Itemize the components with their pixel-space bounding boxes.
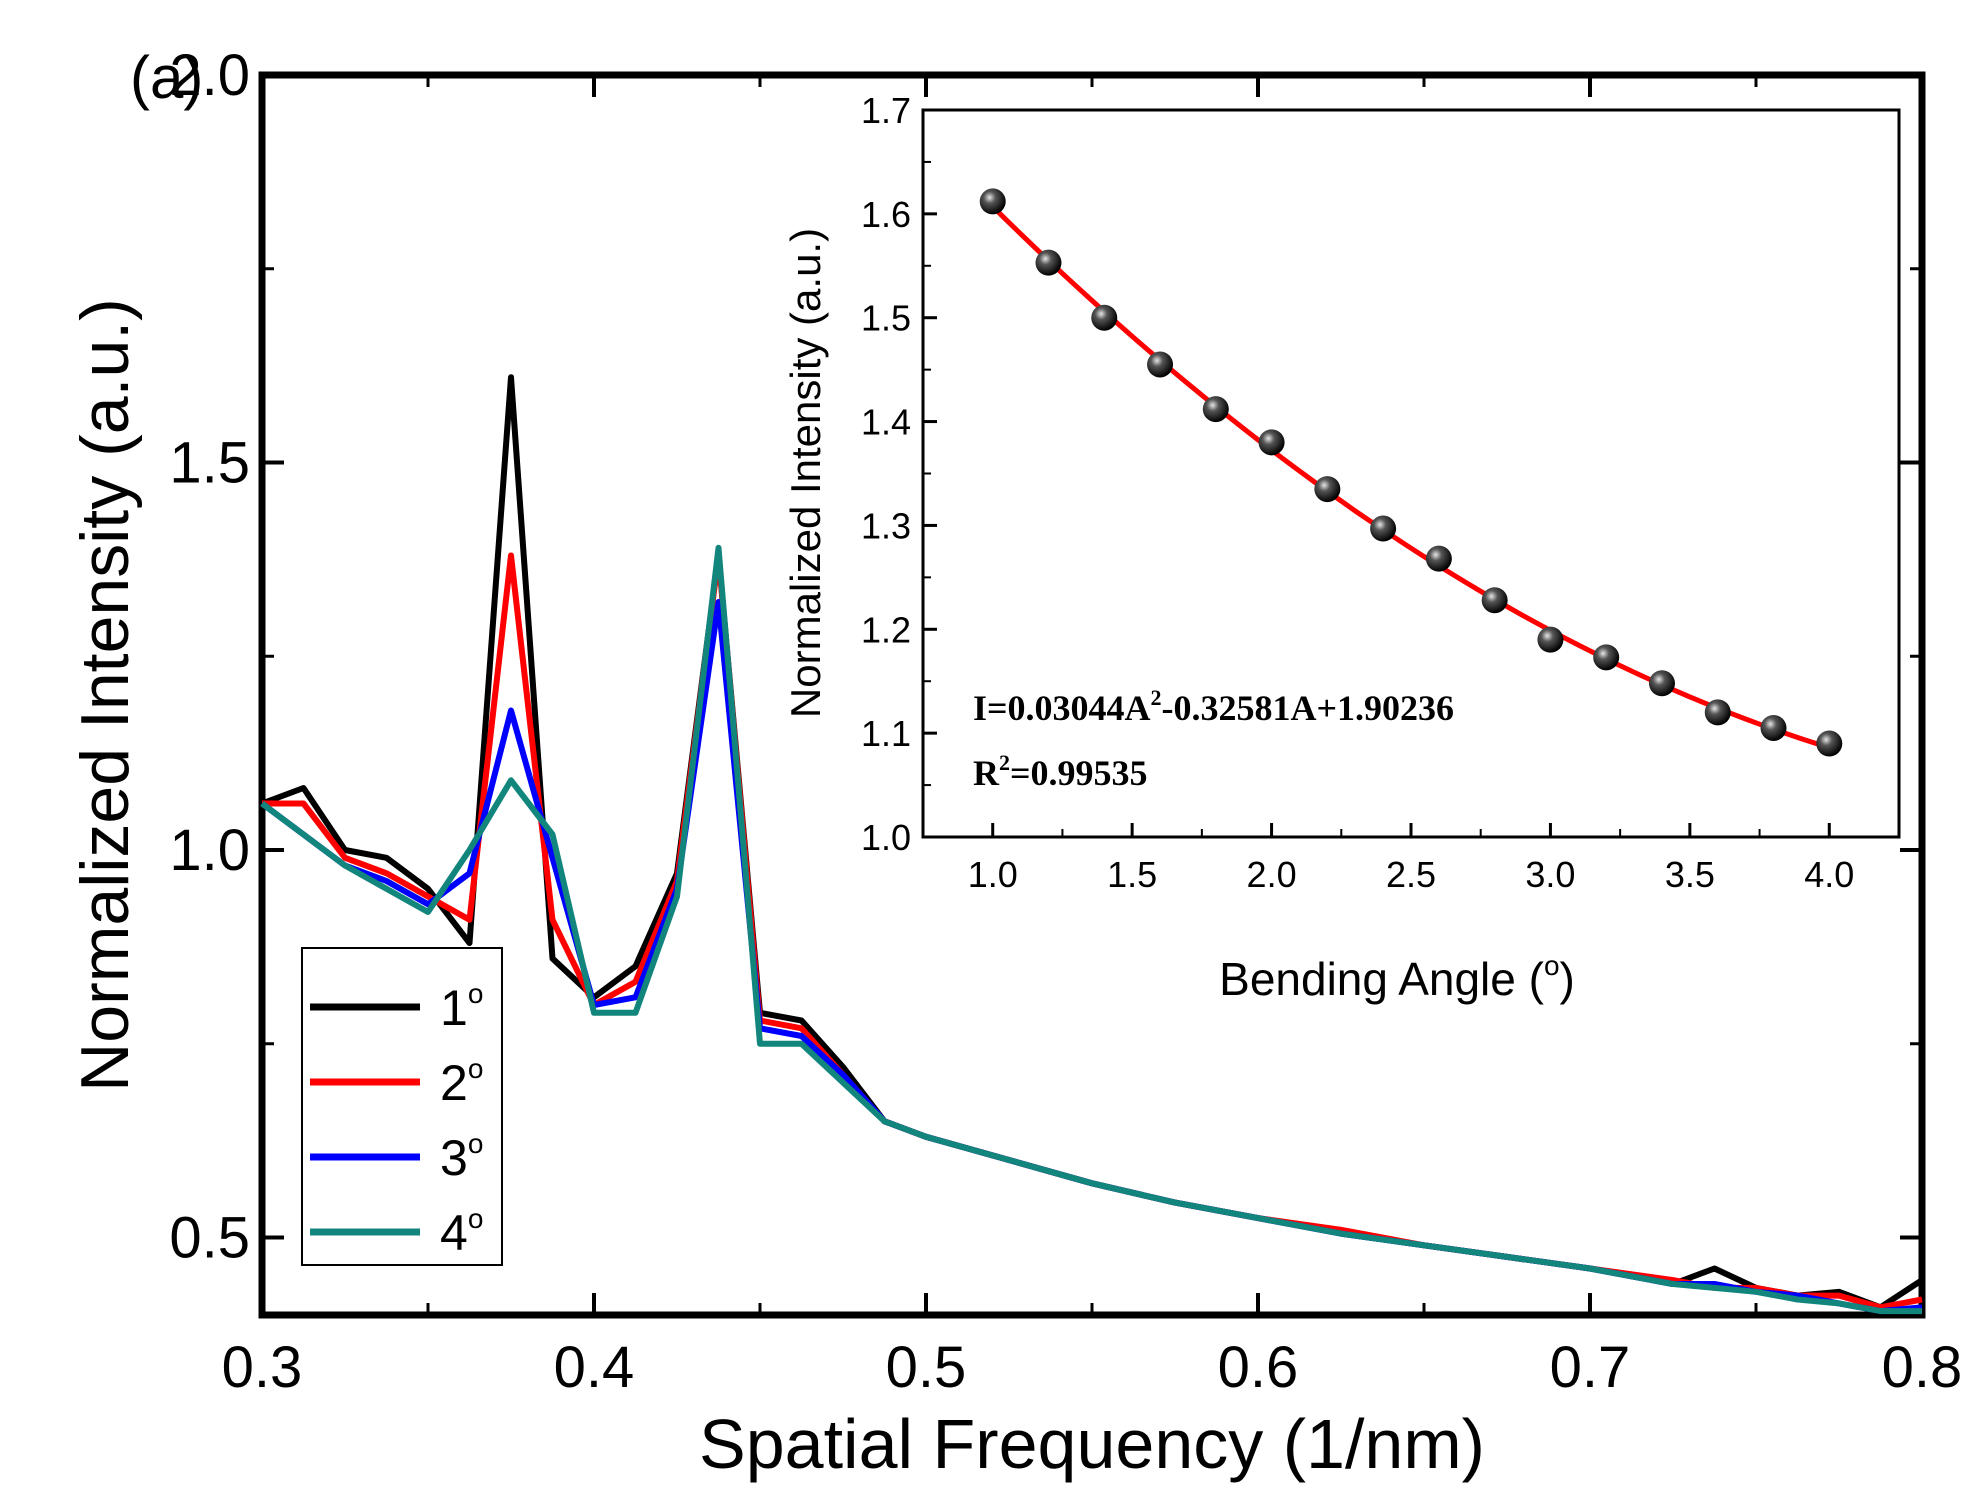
main-y-tick-label: 0.5 [169, 1206, 250, 1271]
legend-label-1: 1o [440, 978, 483, 1036]
data-point [1704, 699, 1731, 726]
data-point [1202, 396, 1229, 423]
inset-x-tick-label: 4.0 [1804, 854, 1854, 895]
inset-y-tick-label: 1.5 [861, 298, 911, 339]
main-axis-ticks: 0.3 0.4 0.5 0.6 0.7 0.8 0.5 1.0 1.5 2.0 [169, 43, 1962, 1400]
inset-y-axis-label: Normalized Intensity (a.u.) [782, 228, 829, 718]
main-x-tick-label: 0.8 [1882, 1335, 1963, 1400]
inset-y-tick-label: 1.2 [861, 609, 911, 650]
data-point [1481, 587, 1508, 614]
data-point [1648, 670, 1675, 697]
main-series-lines [260, 374, 1924, 1315]
data-point [1760, 714, 1787, 741]
main-x-tick-label: 0.7 [1550, 1335, 1631, 1400]
fit-curve-line [990, 204, 1831, 750]
inset-y-tick-label: 1.1 [861, 713, 911, 754]
inset-x-tick-label: 1.0 [968, 854, 1018, 895]
data-point [1425, 545, 1452, 572]
fit-equation: I=0.03044A2-0.32581A+1.90236 [973, 685, 1454, 728]
inset-y-tick-label: 1.0 [861, 817, 911, 858]
data-point [1816, 730, 1843, 757]
main-x-tick-label: 0.6 [1218, 1335, 1299, 1400]
data-point [1147, 351, 1174, 378]
data-point [1091, 304, 1118, 331]
legend-label-4: 4o [440, 1203, 483, 1261]
main-y-tick-label: 1.0 [169, 818, 250, 883]
data-point [1593, 644, 1620, 671]
fit-r-squared: R2=0.99535 [973, 750, 1148, 793]
data-point [1035, 249, 1062, 276]
data-point [1370, 515, 1397, 542]
legend-label-2: 2o [440, 1053, 483, 1111]
inset-x-tick-label: 3.0 [1525, 854, 1575, 895]
data-point [1537, 626, 1564, 653]
legend-label-3: 3o [440, 1128, 483, 1186]
inset-fit-curve [990, 204, 1831, 750]
data-point [1314, 476, 1341, 503]
inset-axis-ticks: 1.0 1.5 2.0 2.5 3.0 3.5 4.0 1.0 1.1 1.2 1.3 1.4 1.5 1… [861, 90, 1854, 895]
main-y-axis-label: Normalized Intensity (a.u.) [67, 298, 143, 1092]
data-point [1258, 429, 1285, 456]
inset-x-tick-label: 3.5 [1665, 854, 1715, 895]
main-y-tick-label: 1.5 [169, 431, 250, 496]
inset-y-tick-label: 1.6 [861, 194, 911, 235]
main-x-axis-label: Spatial Frequency (1/nm) [699, 1405, 1485, 1483]
inset-x-axis-label: Bending Angle (o) [1219, 950, 1575, 1005]
series-line-4-degree [260, 544, 1922, 1315]
inset-y-tick-label: 1.7 [861, 90, 911, 131]
data-point [979, 188, 1006, 215]
main-x-tick-label: 0.3 [222, 1335, 303, 1400]
legend: 1o 2o 3o 4o [301, 947, 503, 1266]
inset-x-tick-label: 1.5 [1107, 854, 1157, 895]
main-x-tick-label: 0.4 [554, 1335, 635, 1400]
panel-label: (a) [130, 44, 203, 111]
legend-box [301, 947, 503, 1266]
inset-x-tick-label: 2.0 [1247, 854, 1297, 895]
main-x-tick-label: 0.5 [886, 1335, 967, 1400]
inset-y-tick-label: 1.3 [861, 505, 911, 546]
main-y-tick-label: 2.0 [169, 43, 250, 108]
inset-y-tick-label: 1.4 [861, 402, 911, 443]
inset-x-tick-label: 2.5 [1386, 854, 1436, 895]
inset-data-points [979, 188, 1843, 757]
